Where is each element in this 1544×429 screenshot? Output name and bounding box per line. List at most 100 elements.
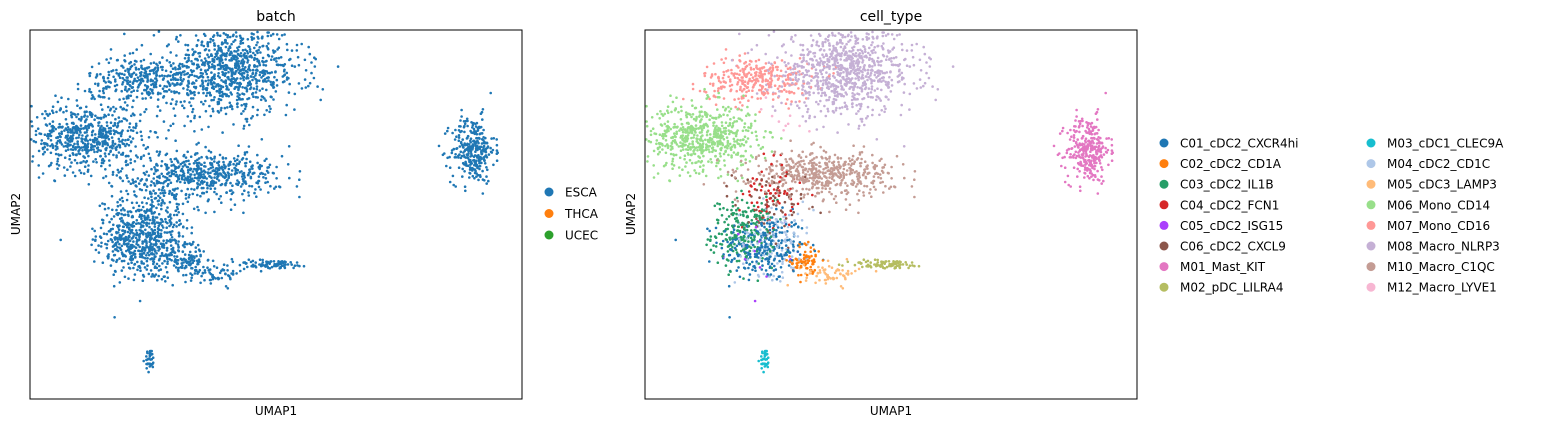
- cell-point: [254, 195, 258, 198]
- cell-point: [207, 49, 211, 52]
- cell-point: [118, 224, 121, 228]
- cell-point: [102, 126, 105, 130]
- cell-point: [200, 79, 204, 82]
- cell-point: [837, 163, 841, 167]
- cell-point: [63, 174, 67, 177]
- cell-point: [100, 164, 103, 168]
- cell-point: [114, 270, 117, 273]
- cell-point: [187, 85, 190, 88]
- cell-point: [191, 82, 194, 85]
- cell-point: [174, 68, 177, 71]
- cell-point: [839, 66, 843, 70]
- cell-point: [145, 240, 148, 243]
- cell-point: [175, 54, 178, 57]
- cell-point: [56, 100, 60, 104]
- cell-point: [32, 139, 36, 143]
- cell-point: [70, 136, 74, 139]
- cell-point: [138, 215, 141, 218]
- cell-point: [255, 153, 259, 157]
- cell-point: [230, 257, 234, 261]
- cell-point: [223, 106, 227, 110]
- cell-point: [261, 263, 265, 267]
- cell-point: [209, 150, 213, 154]
- cell-point: [102, 91, 105, 95]
- cell-point: [113, 142, 117, 146]
- cell-point: [747, 240, 750, 243]
- cell-point: [153, 81, 157, 84]
- cell-point: [244, 180, 247, 183]
- cell-point: [235, 50, 238, 53]
- cell-point: [129, 65, 133, 69]
- cell-point: [199, 253, 202, 257]
- cell-point: [184, 273, 188, 277]
- cell-point: [691, 87, 695, 91]
- cell-point: [120, 72, 124, 76]
- cell-point: [54, 144, 58, 148]
- cell-point: [78, 106, 82, 110]
- cell-point: [67, 97, 70, 101]
- cell-point: [206, 186, 209, 190]
- cell-point: [274, 90, 278, 93]
- cell-point: [730, 83, 734, 87]
- cell-point: [200, 41, 204, 44]
- cell-point: [293, 108, 296, 111]
- cell-point: [155, 266, 159, 270]
- cell-point: [727, 215, 731, 218]
- cell-point: [200, 186, 204, 190]
- cell-point: [781, 206, 784, 209]
- cell-point: [764, 159, 768, 162]
- cell-point: [174, 174, 178, 178]
- cell-point: [158, 84, 162, 87]
- cell-point: [160, 207, 163, 211]
- cell-point: [790, 213, 794, 217]
- cell-point: [198, 183, 202, 186]
- cell-point: [658, 133, 662, 136]
- cell-point: [217, 46, 221, 50]
- cell-point: [112, 144, 115, 148]
- cell-point: [192, 162, 196, 165]
- cell-point: [780, 59, 784, 62]
- cell-point: [890, 60, 893, 63]
- cell-point: [132, 232, 135, 235]
- cell-point: [143, 218, 147, 221]
- cell-point: [150, 247, 153, 251]
- cell-point: [270, 55, 274, 58]
- cell-point: [272, 172, 276, 175]
- cell-point: [249, 260, 253, 264]
- cell-point: [736, 83, 739, 86]
- cell-point: [455, 135, 458, 138]
- cell-point: [168, 192, 171, 195]
- cell-point: [254, 91, 258, 94]
- cell-point: [75, 161, 79, 165]
- cell-point: [138, 119, 142, 123]
- cell-point: [777, 185, 780, 189]
- cell-point: [437, 144, 441, 148]
- cell-point: [731, 246, 734, 249]
- cell-point: [242, 109, 245, 113]
- cell-point: [149, 52, 152, 56]
- cell-point: [1104, 150, 1108, 154]
- cell-point: [841, 106, 844, 109]
- cell-point: [663, 122, 667, 126]
- cell-point: [296, 55, 300, 59]
- cell-point: [259, 51, 262, 54]
- cell-point: [210, 181, 214, 185]
- cell-point: [226, 287, 230, 290]
- cell-point: [178, 219, 181, 222]
- cell-point: [237, 181, 241, 184]
- cell-point: [282, 69, 286, 73]
- cell-point: [239, 269, 242, 273]
- cell-point: [87, 164, 90, 167]
- cell-point: [251, 105, 255, 109]
- cell-point: [678, 156, 682, 159]
- cell-point: [289, 261, 293, 264]
- cell-point: [153, 250, 157, 253]
- cell-point: [121, 219, 124, 222]
- cell-point: [250, 165, 253, 168]
- cell-point: [771, 175, 774, 179]
- cell-point: [481, 148, 485, 152]
- cell-point: [114, 80, 117, 83]
- cell-point: [277, 185, 281, 188]
- cell-point: [98, 89, 101, 93]
- cell-point: [95, 73, 99, 76]
